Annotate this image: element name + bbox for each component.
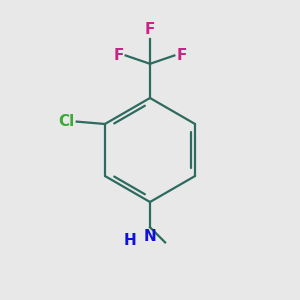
Text: F: F (113, 48, 124, 63)
Text: N: N (144, 229, 156, 244)
Text: Cl: Cl (59, 114, 75, 129)
Text: F: F (145, 22, 155, 37)
Text: H: H (124, 233, 136, 248)
Text: F: F (176, 48, 187, 63)
